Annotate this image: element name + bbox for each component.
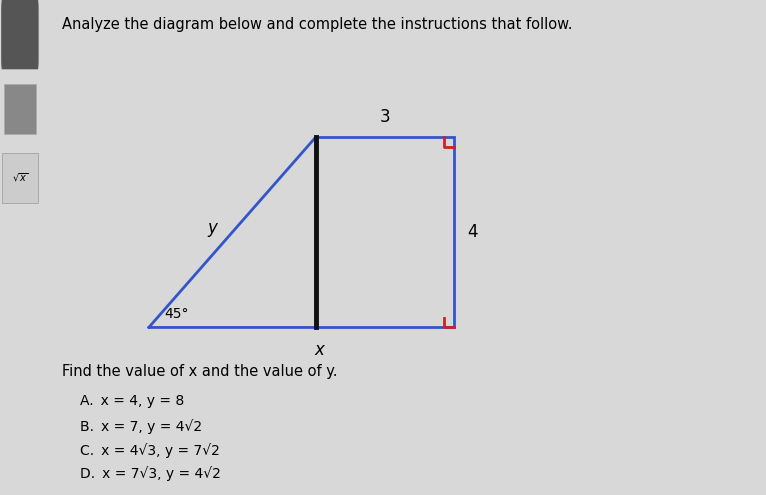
Text: y: y	[207, 219, 217, 238]
Text: D. x = 7√3, y = 4√2: D. x = 7√3, y = 4√2	[80, 466, 221, 481]
Text: 4: 4	[466, 223, 477, 241]
Bar	[316, 137, 453, 328]
Text: x: x	[315, 341, 324, 359]
Text: 45°: 45°	[165, 307, 189, 321]
Text: C. x = 4√3, y = 7√2: C. x = 4√3, y = 7√2	[80, 443, 220, 458]
FancyBboxPatch shape	[2, 153, 38, 203]
Text: 3: 3	[379, 107, 390, 126]
Text: $\sqrt{x}$: $\sqrt{x}$	[11, 172, 28, 185]
Text: A. x = 4, y = 8: A. x = 4, y = 8	[80, 395, 184, 408]
Text: Analyze the diagram below and complete the instructions that follow.: Analyze the diagram below and complete t…	[61, 17, 572, 32]
Text: B. x = 7, y = 4√2: B. x = 7, y = 4√2	[80, 419, 202, 434]
Text: Find the value of x and the value of y.: Find the value of x and the value of y.	[61, 364, 337, 379]
FancyBboxPatch shape	[2, 0, 38, 69]
FancyBboxPatch shape	[4, 84, 36, 134]
